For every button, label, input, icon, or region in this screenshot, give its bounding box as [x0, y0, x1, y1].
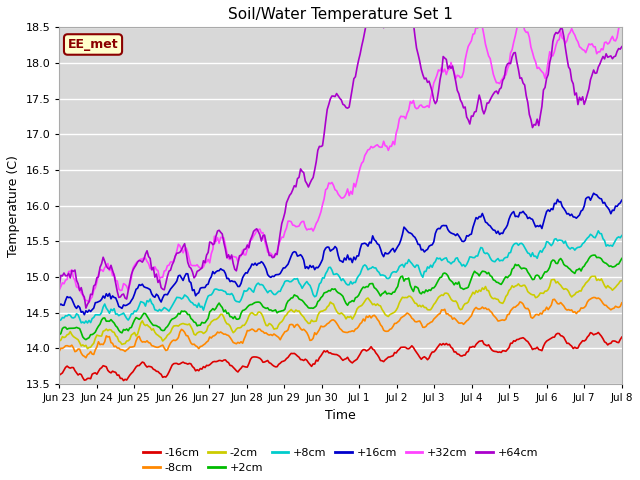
+16cm [243, 270, 251, 276]
-8cm [588, 295, 596, 301]
+8cm [595, 228, 602, 234]
+2cm [225, 310, 232, 316]
Line: +2cm: +2cm [60, 255, 622, 340]
Line: -16cm: -16cm [60, 333, 622, 381]
+64cm [590, 67, 598, 73]
+8cm [253, 281, 260, 287]
+8cm [126, 315, 134, 321]
-16cm [126, 372, 134, 378]
-8cm [303, 330, 310, 336]
+32cm [618, 20, 626, 25]
+16cm [253, 263, 260, 268]
+64cm [303, 181, 310, 187]
-2cm [126, 336, 134, 342]
+2cm [126, 325, 134, 331]
Y-axis label: Temperature (C): Temperature (C) [7, 155, 20, 257]
-8cm [82, 355, 90, 360]
+8cm [618, 233, 626, 239]
+8cm [81, 320, 88, 326]
+64cm [253, 226, 260, 232]
-8cm [243, 328, 251, 334]
+16cm [81, 312, 88, 318]
-8cm [225, 333, 232, 338]
+64cm [56, 283, 63, 289]
-16cm [225, 360, 232, 365]
+64cm [225, 252, 232, 258]
+64cm [82, 305, 90, 311]
+2cm [82, 337, 90, 343]
+2cm [588, 252, 596, 258]
-2cm [303, 319, 310, 324]
+16cm [618, 197, 626, 203]
+32cm [253, 228, 260, 233]
Text: EE_met: EE_met [68, 38, 118, 51]
+32cm [590, 44, 598, 49]
-8cm [253, 328, 260, 334]
+16cm [126, 300, 134, 306]
-2cm [225, 321, 232, 327]
-2cm [56, 338, 63, 344]
-2cm [591, 274, 599, 279]
Title: Soil/Water Temperature Set 1: Soil/Water Temperature Set 1 [228, 7, 453, 22]
-16cm [253, 354, 260, 360]
-8cm [126, 344, 134, 350]
+16cm [588, 194, 596, 200]
Line: +64cm: +64cm [60, 0, 622, 308]
+2cm [243, 304, 251, 310]
-2cm [243, 317, 251, 323]
+8cm [303, 279, 310, 285]
-8cm [618, 300, 626, 306]
+16cm [590, 191, 598, 196]
-16cm [56, 372, 63, 378]
-8cm [590, 295, 598, 300]
+2cm [253, 300, 260, 305]
+16cm [225, 276, 232, 281]
+2cm [618, 255, 626, 261]
+64cm [243, 242, 251, 248]
+2cm [56, 332, 63, 337]
+8cm [56, 318, 63, 324]
-2cm [588, 274, 596, 279]
-16cm [243, 364, 251, 370]
+8cm [243, 288, 251, 293]
+2cm [590, 252, 598, 258]
X-axis label: Time: Time [325, 408, 356, 421]
-16cm [303, 358, 310, 363]
+32cm [126, 282, 134, 288]
Legend: -16cm, -8cm, -2cm, +2cm, +8cm, +16cm, +32cm, +64cm: -16cm, -8cm, -2cm, +2cm, +8cm, +16cm, +3… [139, 443, 542, 478]
+32cm [56, 287, 63, 293]
Line: -2cm: -2cm [60, 276, 622, 348]
-8cm [56, 348, 63, 354]
+32cm [303, 227, 310, 233]
+64cm [618, 44, 626, 49]
Line: +32cm: +32cm [60, 15, 622, 302]
Line: +16cm: +16cm [60, 193, 622, 315]
+8cm [588, 232, 596, 238]
+32cm [225, 256, 232, 262]
+2cm [303, 303, 310, 309]
-16cm [595, 330, 602, 336]
Line: -8cm: -8cm [60, 298, 622, 358]
+16cm [56, 302, 63, 308]
+8cm [225, 291, 232, 297]
-16cm [120, 378, 127, 384]
+32cm [85, 300, 93, 305]
+32cm [518, 12, 525, 18]
-2cm [253, 312, 260, 318]
-2cm [84, 346, 92, 351]
Line: +8cm: +8cm [60, 231, 622, 323]
-2cm [618, 278, 626, 284]
+32cm [243, 247, 251, 252]
+64cm [126, 279, 134, 285]
-16cm [618, 334, 626, 340]
-16cm [588, 330, 596, 336]
+16cm [303, 264, 310, 270]
